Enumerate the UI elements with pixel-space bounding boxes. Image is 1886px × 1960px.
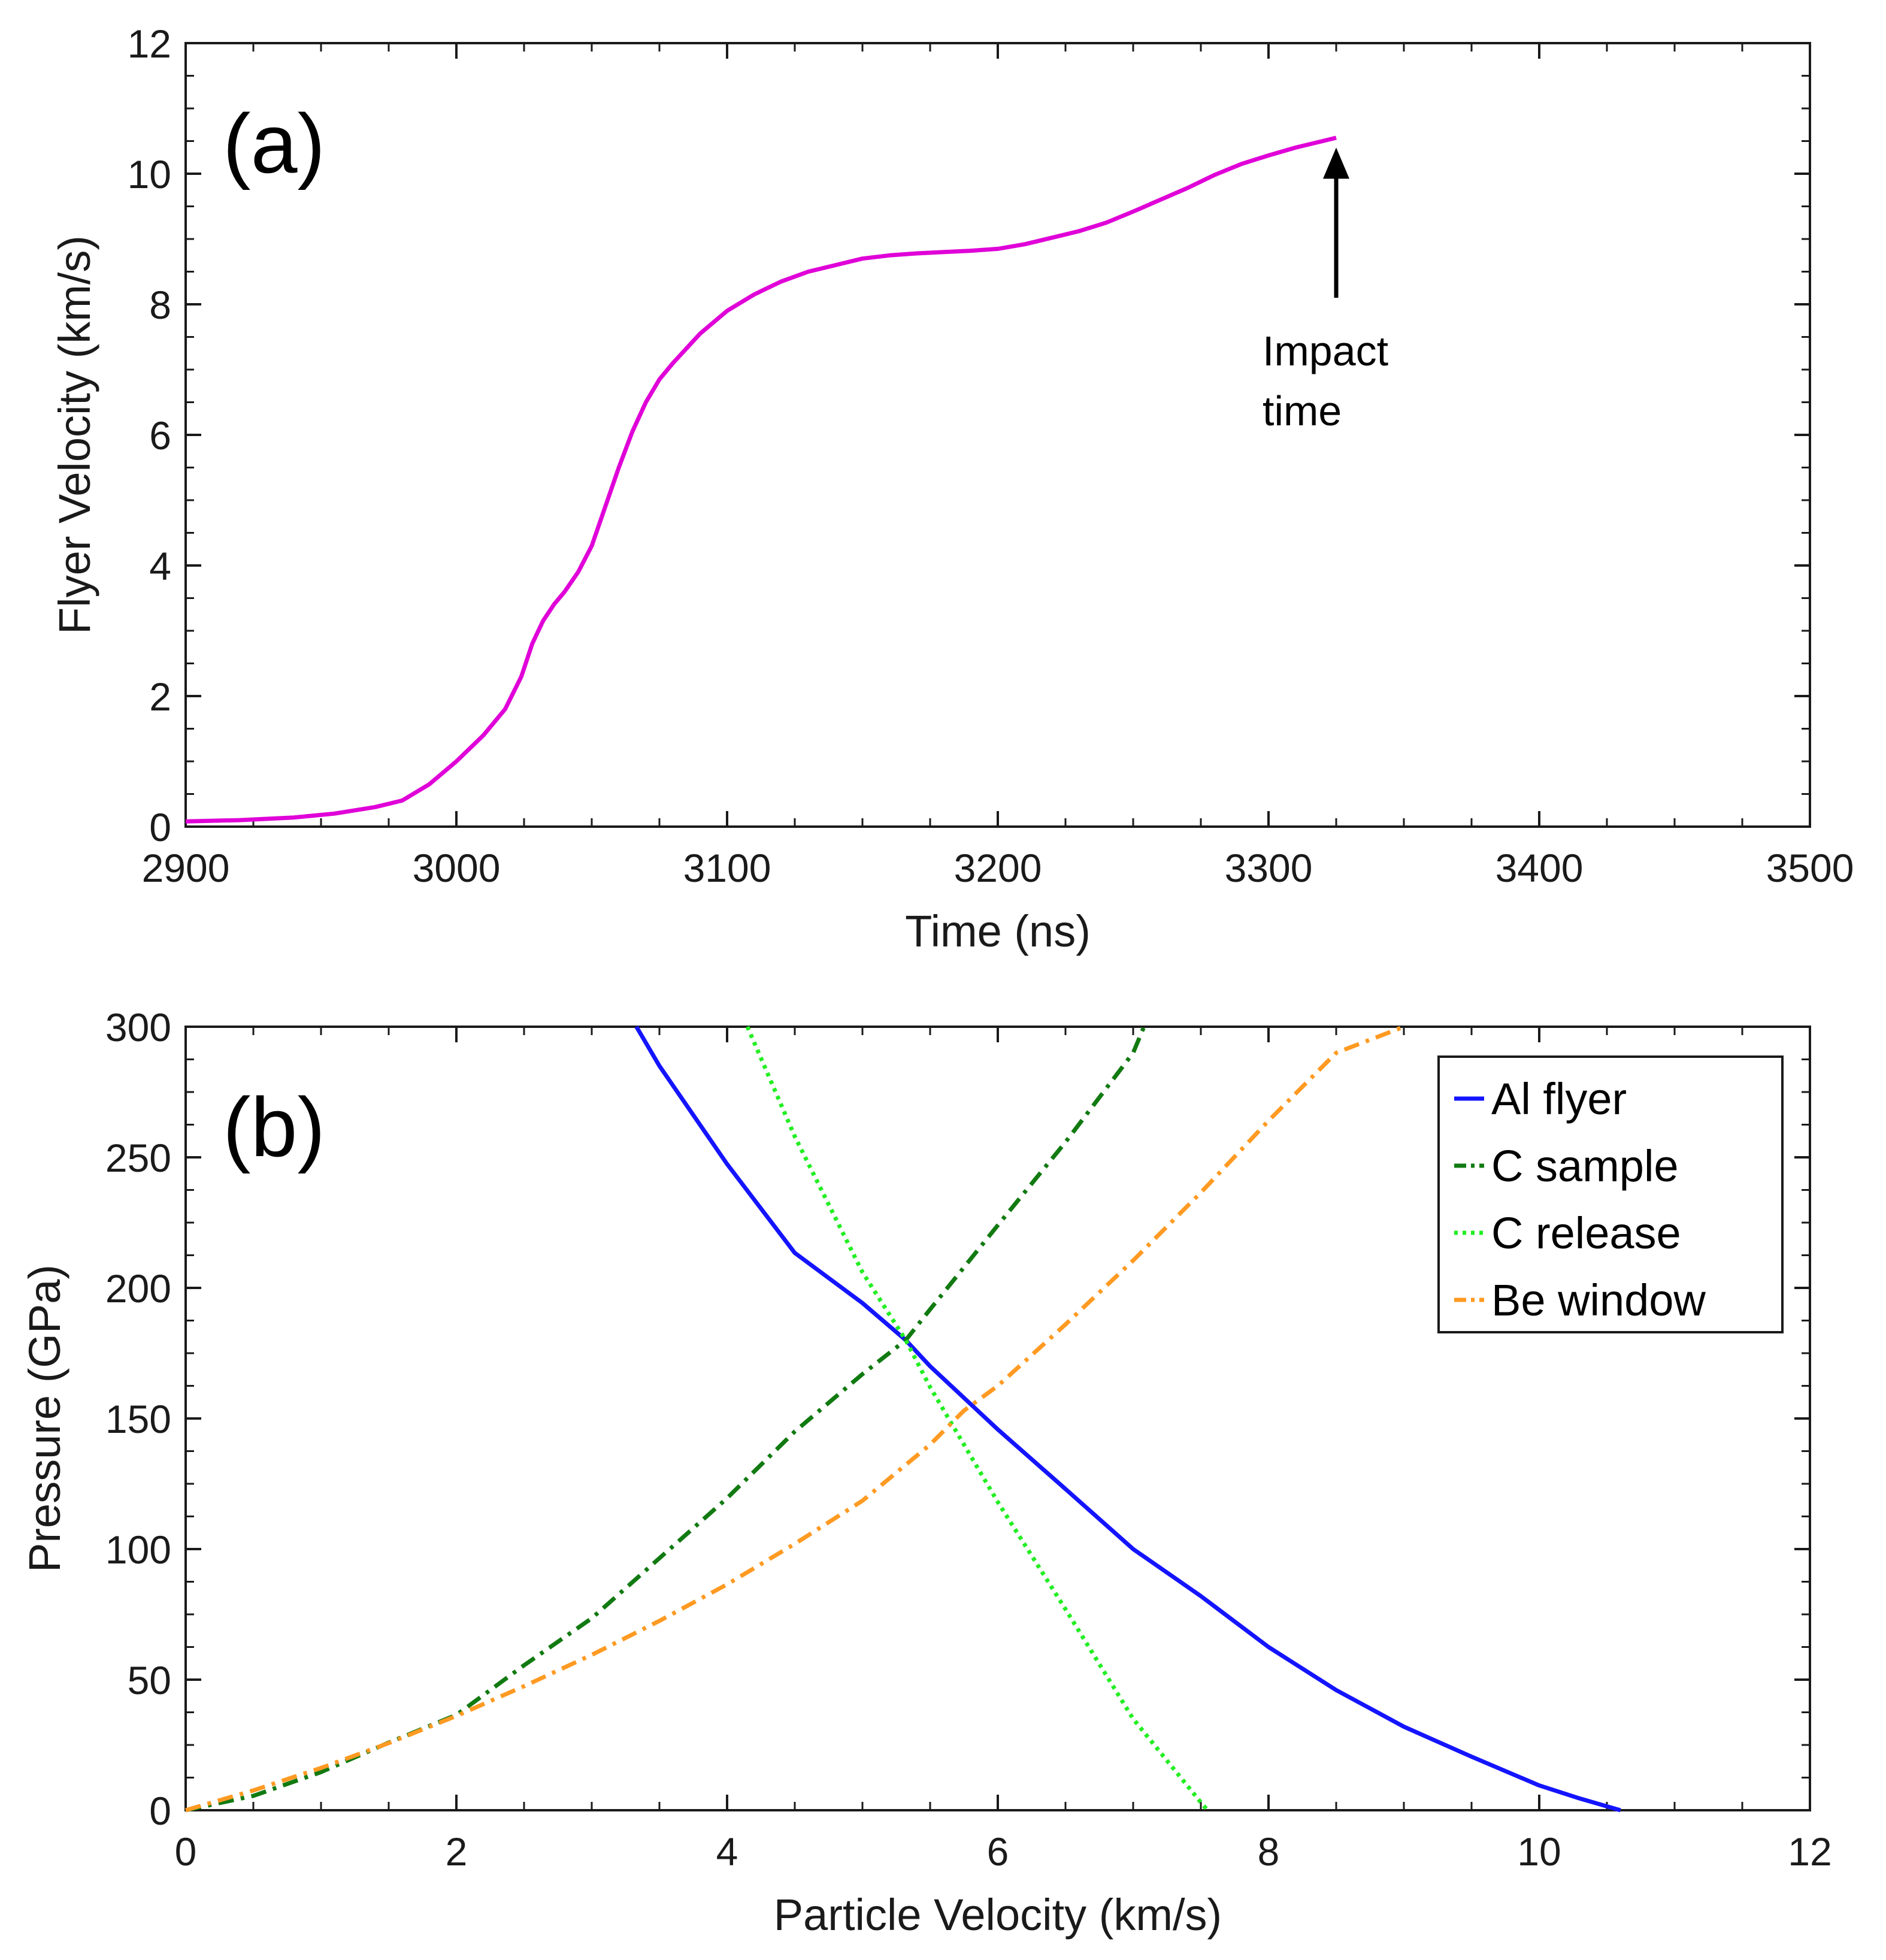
y-tick-label: 0 (149, 1789, 171, 1833)
impact-time-arrow-head (1323, 147, 1349, 179)
x-tick-label: 10 (1517, 1829, 1561, 1874)
y-tick-label: 12 (128, 22, 171, 66)
x-tick-label: 2 (446, 1829, 468, 1874)
impact-time-annotation: Impact time (1263, 147, 1388, 434)
y-tick-label: 300 (105, 1005, 171, 1049)
y-tick-label: 2 (149, 674, 171, 719)
x-tick-label: 8 (1258, 1829, 1280, 1874)
impact-time-label-line-1: Impact (1263, 328, 1388, 374)
x-tick-label: 3200 (954, 846, 1042, 890)
panel-a-flyer-velocity-chart: 2900 3000 3100 3200 3300 3400 3500 0 2 4 6 8 10 12 (a… (50, 22, 1854, 956)
x-tick-label: 3400 (1496, 846, 1584, 890)
x-tick-label: 6 (987, 1829, 1009, 1874)
y-tick-label: 8 (149, 283, 171, 327)
y-tick-label: 150 (105, 1397, 171, 1441)
series-line-be-window (185, 1024, 1405, 1813)
panel-a-series (185, 135, 1337, 824)
series-line-0 (185, 135, 1337, 824)
panel-a-plot-frame (184, 42, 1811, 828)
panel-a-ticks: 2900 3000 3100 3200 3300 3400 3500 0 2 4 6 8 10 12 (128, 22, 1854, 890)
legend-label: C sample (1491, 1141, 1679, 1191)
panel-a-label: (a) (223, 96, 325, 190)
panel-b-ticks: 0 2 4 6 8 10 12 0 50 100 150 200 250 300 (105, 1005, 1832, 1874)
series-line-c-sample (185, 1026, 1146, 1813)
x-tick-label: 2900 (142, 846, 230, 890)
series-line-al-flyer (634, 1026, 1621, 1813)
legend-label: C release (1491, 1208, 1681, 1258)
x-tick-label: 4 (716, 1829, 738, 1874)
x-tick-label: 0 (175, 1829, 197, 1874)
x-tick-label: 3500 (1766, 846, 1854, 890)
legend-items: Al flyer C sample C release Be window (1454, 1074, 1706, 1325)
panel-a-y-axis-title: Flyer Velocity (km/s) (50, 235, 99, 634)
legend-label: Al flyer (1491, 1074, 1627, 1124)
panel-b-series (185, 1024, 1621, 1813)
legend: Al flyer C sample C release Be window (1437, 1055, 1784, 1333)
y-tick-label: 50 (128, 1658, 171, 1702)
panel-b-y-axis-title: Pressure (GPa) (20, 1265, 69, 1572)
y-tick-label: 200 (105, 1266, 171, 1311)
panel-a-x-axis-title: Time (ns) (905, 906, 1091, 956)
panel-b-x-axis-title: Particle Velocity (km/s) (774, 1890, 1222, 1940)
panel-b-label: (b) (223, 1080, 325, 1174)
y-tick-label: 4 (149, 544, 171, 588)
panel-b-pressure-chart: 0 2 4 6 8 10 12 0 50 100 150 200 250 300 (b) Particle… (20, 1005, 1832, 1940)
x-tick-label: 3000 (413, 846, 501, 890)
y-tick-label: 0 (149, 805, 171, 849)
legend-label: Be window (1491, 1275, 1706, 1325)
x-tick-label: 12 (1788, 1829, 1831, 1874)
y-tick-label: 10 (128, 152, 171, 196)
y-tick-label: 6 (149, 413, 171, 458)
series-line-c-release (745, 1026, 1209, 1812)
x-tick-label: 3100 (683, 846, 771, 890)
x-tick-label: 3300 (1225, 846, 1313, 890)
impact-time-label-line-2: time (1263, 388, 1342, 434)
y-tick-label: 100 (105, 1528, 171, 1572)
y-tick-label: 250 (105, 1136, 171, 1180)
legend-box (1437, 1055, 1784, 1333)
